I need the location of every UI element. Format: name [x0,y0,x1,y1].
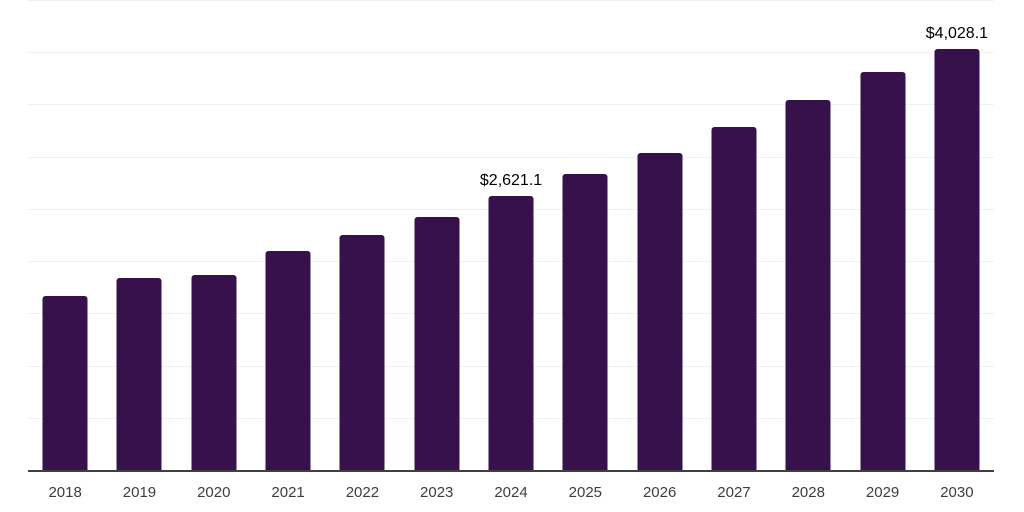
bar-2021 [265,250,311,470]
x-tick-label-2026: 2026 [642,484,677,501]
x-tick-label-2021: 2021 [271,484,305,501]
bar-slot-2019 [102,0,176,470]
x-axis-line [28,470,994,472]
bar-slot-2021 [251,0,325,470]
gridline [28,52,994,54]
bar-slot-2030: $4,028.1 [920,0,994,470]
x-tick-label-2030: 2030 [940,484,974,501]
gridline [28,156,994,158]
bar-slot-2023 [400,0,474,470]
bar-slot-2029 [845,0,919,470]
bar-2030 [934,49,980,470]
data-label-2024: $2,621.1 [479,172,543,190]
x-axis-labels: 2018 2019 2020 2021 2022 2023 2024 2025 2026 2027… [28,484,994,502]
bar-2026 [637,152,683,470]
bar-2018 [42,295,88,470]
bar-2019 [116,278,162,470]
bar-slot-2022 [325,0,399,470]
x-tick-label-2019: 2019 [122,484,157,501]
bar-slot-2028 [771,0,845,470]
x-tick-label-2020: 2020 [197,484,231,501]
x-tick-label-2018: 2018 [48,484,82,501]
bar-slot-2027 [697,0,771,470]
bar-2028 [785,99,831,470]
bar-2023 [414,216,460,470]
bar-slot-2018 [28,0,102,470]
bar-2025 [562,174,608,470]
bar-slot-2026 [623,0,697,470]
x-tick-label-2027: 2027 [717,484,751,501]
bar-2029 [860,72,906,470]
bar-2020 [191,274,237,470]
data-label-2030: $4,028.1 [925,25,989,43]
x-tick-label-2029: 2029 [865,484,900,501]
bars-container: $2,621.1 $4,028.1 [28,0,994,470]
gridline [28,0,994,1]
x-tick-label-2024: 2024 [494,484,528,501]
bar-2024 [488,196,534,470]
x-tick-label-2028: 2028 [791,484,825,501]
plot-area: $2,621.1 $4,028.1 [28,0,994,472]
bar-2027 [711,127,757,470]
bar-slot-2020 [177,0,251,470]
bar-2022 [339,235,385,470]
bar-slot-2024: $2,621.1 [474,0,548,470]
bar-slot-2025 [548,0,622,470]
x-tick-label-2025: 2025 [568,484,603,501]
x-tick-label-2022: 2022 [345,484,380,501]
x-tick-label-2023: 2023 [420,484,454,501]
gridline [28,104,994,106]
